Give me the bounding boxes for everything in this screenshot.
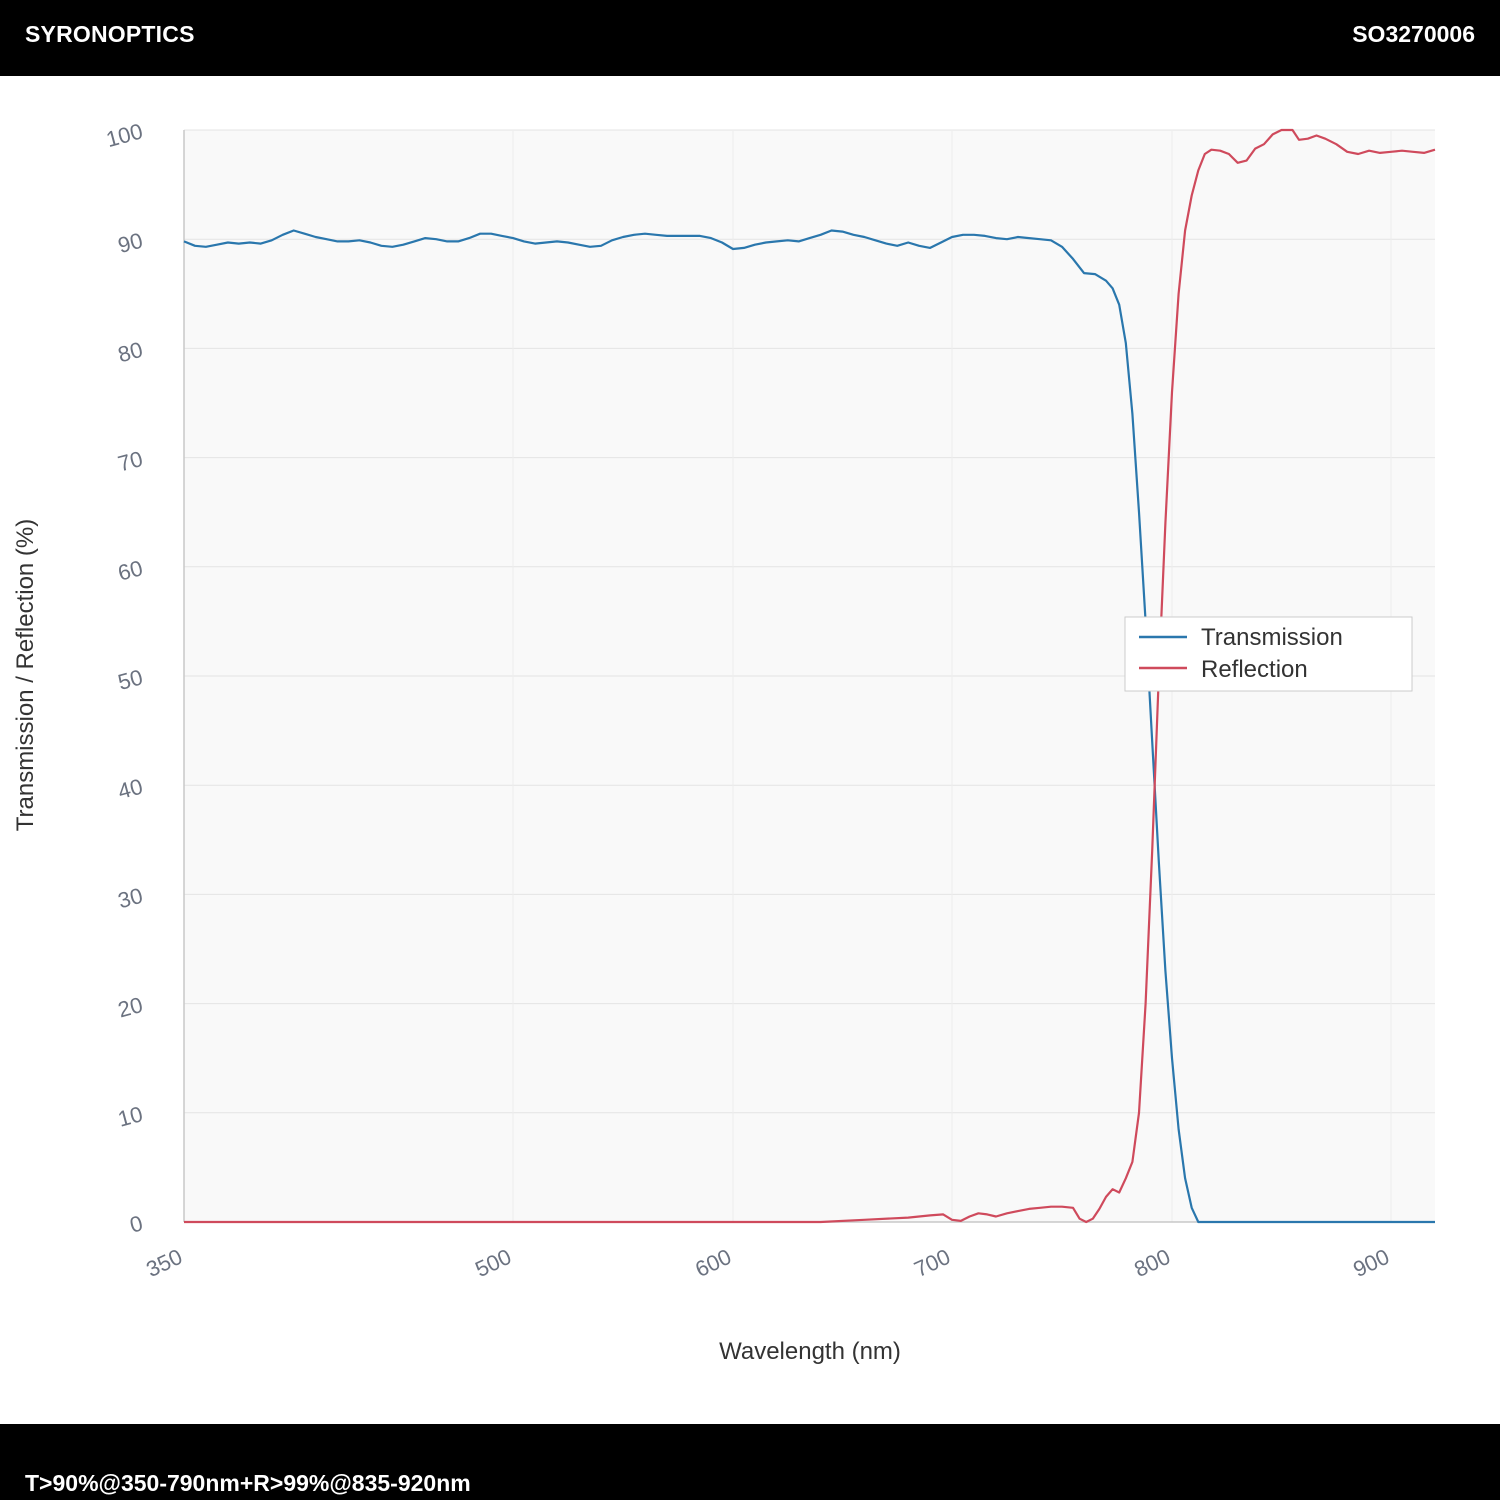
y-tick-label: 20 — [115, 992, 145, 1022]
filter-spec: T>90%@350-790nm+R>99%@835-920nm — [25, 1470, 471, 1496]
x-tick-label: 500 — [471, 1244, 515, 1282]
spectral-chart: 0 10 20 30 40 50 60 70 80 90 100 350 500 600 700 800 900… — [12, 118, 1436, 1365]
y-axis-label: Transmission / Reflection (%) — [12, 519, 39, 832]
brand-name: SYRONOPTICS — [25, 21, 195, 47]
legend-label-transmission: Transmission — [1201, 624, 1343, 651]
x-tick-label: 900 — [1349, 1244, 1393, 1282]
x-tick-label: 600 — [691, 1244, 735, 1282]
y-tick-label: 100 — [103, 118, 145, 152]
y-tick-label: 90 — [115, 228, 145, 258]
footer-bar: T>90%@350-790nm+R>99%@835-920nm — [0, 1424, 1500, 1500]
header-bar: SYRONOPTICS SO3270006 — [0, 0, 1500, 76]
legend: Transmission Reflection — [1124, 616, 1413, 692]
x-tick-label: 700 — [910, 1244, 954, 1282]
x-axis-label: Wavelength (nm) — [719, 1338, 901, 1365]
y-tick-label: 30 — [115, 883, 145, 913]
series-line-transmission — [183, 229, 1435, 1224]
y-tick-label: 80 — [115, 337, 145, 367]
y-tick-label: 60 — [115, 555, 145, 585]
legend-box — [1124, 616, 1413, 692]
legend-label-reflection: Reflection — [1201, 656, 1308, 683]
y-tick-label: 0 — [127, 1210, 145, 1237]
x-tick-label: 800 — [1130, 1244, 1174, 1282]
y-tick-label: 10 — [115, 1101, 145, 1131]
y-tick-label: 50 — [115, 664, 145, 694]
y-tick-label: 70 — [115, 446, 145, 476]
series-line-reflection — [184, 128, 1436, 1224]
part-number: SO3270006 — [1352, 21, 1475, 47]
x-tick-label: 350 — [142, 1244, 186, 1282]
y-tick-label: 40 — [115, 774, 145, 804]
